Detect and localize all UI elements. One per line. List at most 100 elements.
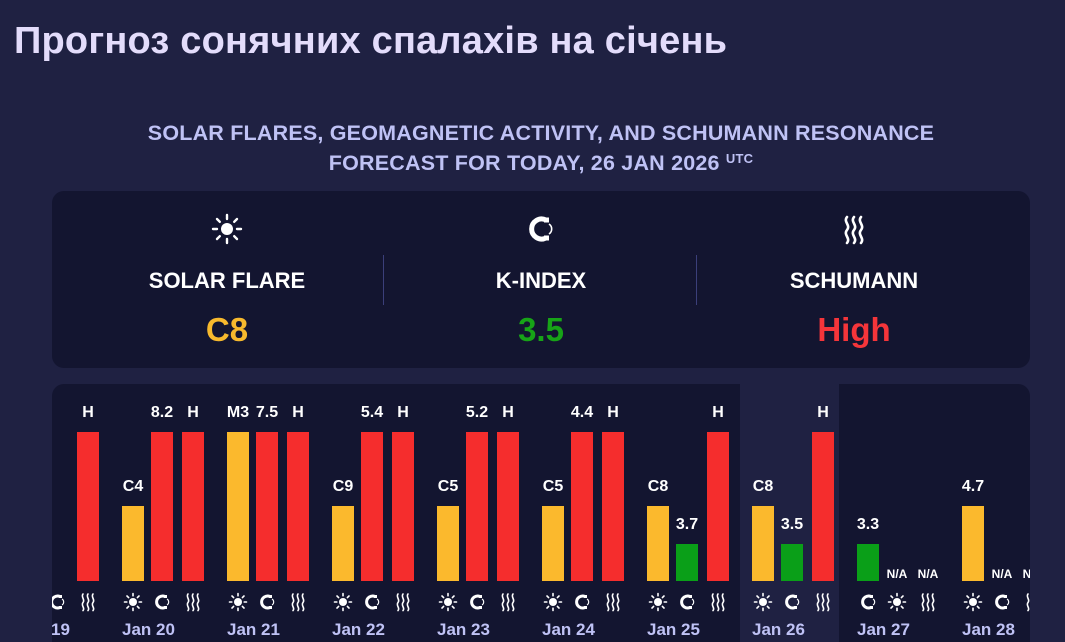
waves-icon xyxy=(606,593,620,612)
schumann-value-label: H xyxy=(187,404,199,421)
sun-icon xyxy=(963,592,983,612)
schumann-value-label: H xyxy=(712,404,724,421)
schumann-bar xyxy=(392,432,414,581)
waves-icon xyxy=(396,593,410,612)
kindex-bar xyxy=(781,544,803,581)
kindex-value-label: 7.5 xyxy=(255,404,279,421)
magnet-icon xyxy=(861,594,876,610)
kindex-value-label: 3.7 xyxy=(675,516,699,533)
flare-value-label: C9 xyxy=(332,478,354,495)
schumann-value-label: H xyxy=(502,404,514,421)
day-jan-20-date-label: Jan 20 xyxy=(122,620,175,639)
kindex-value-label: 5.4 xyxy=(360,404,384,421)
schumann-label: SCHUMANN xyxy=(789,268,919,293)
magnet-icon xyxy=(365,594,380,610)
utc-marker: UTC xyxy=(725,151,754,166)
schumann-bar xyxy=(287,432,309,581)
schumann-value-label: H xyxy=(82,404,94,421)
kindex-bar xyxy=(466,432,488,581)
magnet-icon xyxy=(52,594,65,610)
waves-icon xyxy=(816,593,830,612)
magnet-icon xyxy=(785,594,800,610)
schumann-bar xyxy=(77,432,99,581)
forecast-subtitle: SOLAR FLARES, GEOMAGNETIC ACTIVITY, AND … xyxy=(52,118,1030,178)
flare-value-label: N/A xyxy=(886,567,908,581)
day-jan-25-date-label: Jan 25 xyxy=(647,620,700,639)
summary-divider xyxy=(383,255,384,305)
flare-bar xyxy=(962,506,984,581)
kindex-bar xyxy=(676,544,698,581)
sun-icon xyxy=(887,592,907,612)
kindex-bar xyxy=(361,432,383,581)
schumann-value-label: N/A xyxy=(917,567,939,581)
flare-value-label: C4 xyxy=(122,478,144,495)
day-jan-21-date-label: Jan 21 xyxy=(227,620,280,639)
summary-divider xyxy=(696,255,697,305)
summary-solar-flare: SOLAR FLARE C8 xyxy=(70,191,384,368)
day-jan-19-date-label: Jan 19 xyxy=(52,620,70,639)
sun-icon xyxy=(333,592,353,612)
flare-bar xyxy=(542,506,564,581)
kindex-value-label: 3.5 xyxy=(780,516,804,533)
day-jan-26-date-label: Jan 26 xyxy=(752,620,805,639)
sun-icon xyxy=(123,592,143,612)
flare-value-label: 4.7 xyxy=(961,478,985,495)
sun-icon xyxy=(753,592,773,612)
waves-icon xyxy=(711,593,725,612)
flare-bar xyxy=(752,506,774,581)
day-jan-23-date-label: Jan 23 xyxy=(437,620,490,639)
waves-icon xyxy=(501,593,515,612)
magnet-icon xyxy=(995,594,1010,610)
flare-bar xyxy=(647,506,669,581)
schumann-value-label: N/A xyxy=(1022,567,1030,581)
kindex-bar xyxy=(256,432,278,581)
flare-bar xyxy=(332,506,354,581)
schumann-bar xyxy=(182,432,204,581)
day-jan-27-date-label: Jan 27 xyxy=(857,620,910,639)
flare-bar xyxy=(122,506,144,581)
magnet-icon xyxy=(575,594,590,610)
daily-forecast-chart: H Jan 19 C4 8.2 H Jan 20 M3 7.5 H Jan 21 C9 5.4 H Jan… xyxy=(52,384,1030,642)
schumann-bar xyxy=(707,432,729,581)
k-index-value: 3.5 xyxy=(518,311,564,348)
flare-value-label: C5 xyxy=(542,478,564,495)
page-title: Прогноз сонячних спалахів на січень xyxy=(14,20,728,62)
flare-bar xyxy=(437,506,459,581)
schumann-value: High xyxy=(817,311,891,348)
day-jan-24-date-label: Jan 24 xyxy=(542,620,595,639)
magnet-icon xyxy=(260,594,275,610)
kindex-bar xyxy=(151,432,173,581)
subtitle-line-2: FORECAST FOR TODAY, 26 JAN 2026 xyxy=(328,151,720,175)
schumann-bar xyxy=(602,432,624,581)
kindex-value-label: 3.3 xyxy=(856,516,880,533)
flare-value-label: C8 xyxy=(752,478,774,495)
summary-schumann: SCHUMANN High xyxy=(697,191,1011,368)
schumann-bar xyxy=(812,432,834,581)
schumann-value-label: H xyxy=(607,404,619,421)
schumann-value-label: H xyxy=(817,404,829,421)
waves-icon xyxy=(291,593,305,612)
flare-value-label: C5 xyxy=(437,478,459,495)
sun-icon xyxy=(438,592,458,612)
waves-icon xyxy=(921,593,935,612)
solar-flare-value: C8 xyxy=(205,311,249,348)
schumann-value-label: H xyxy=(292,404,304,421)
magnet-icon xyxy=(529,216,553,242)
schumann-bar xyxy=(497,432,519,581)
flare-value-label: C8 xyxy=(647,478,669,495)
sun-icon xyxy=(228,592,248,612)
kindex-bar xyxy=(857,544,879,581)
flare-bar xyxy=(227,432,249,581)
magnet-icon xyxy=(470,594,485,610)
day-jan-28-date-label: Jan 28 xyxy=(962,620,1015,639)
kindex-value-label: 8.2 xyxy=(150,404,174,421)
kindex-value-label: 5.2 xyxy=(465,404,489,421)
kindex-value-label: N/A xyxy=(991,567,1013,581)
flare-value-label: M3 xyxy=(226,404,250,421)
sun-icon xyxy=(211,213,243,245)
magnet-icon xyxy=(155,594,170,610)
kindex-bar xyxy=(571,432,593,581)
subtitle-line-1: SOLAR FLARES, GEOMAGNETIC ACTIVITY, AND … xyxy=(147,121,935,145)
today-summary-panel: SOLAR FLARE C8 K-INDEX 3.5 SCHUMANN High xyxy=(52,191,1030,368)
waves-icon xyxy=(844,215,864,245)
